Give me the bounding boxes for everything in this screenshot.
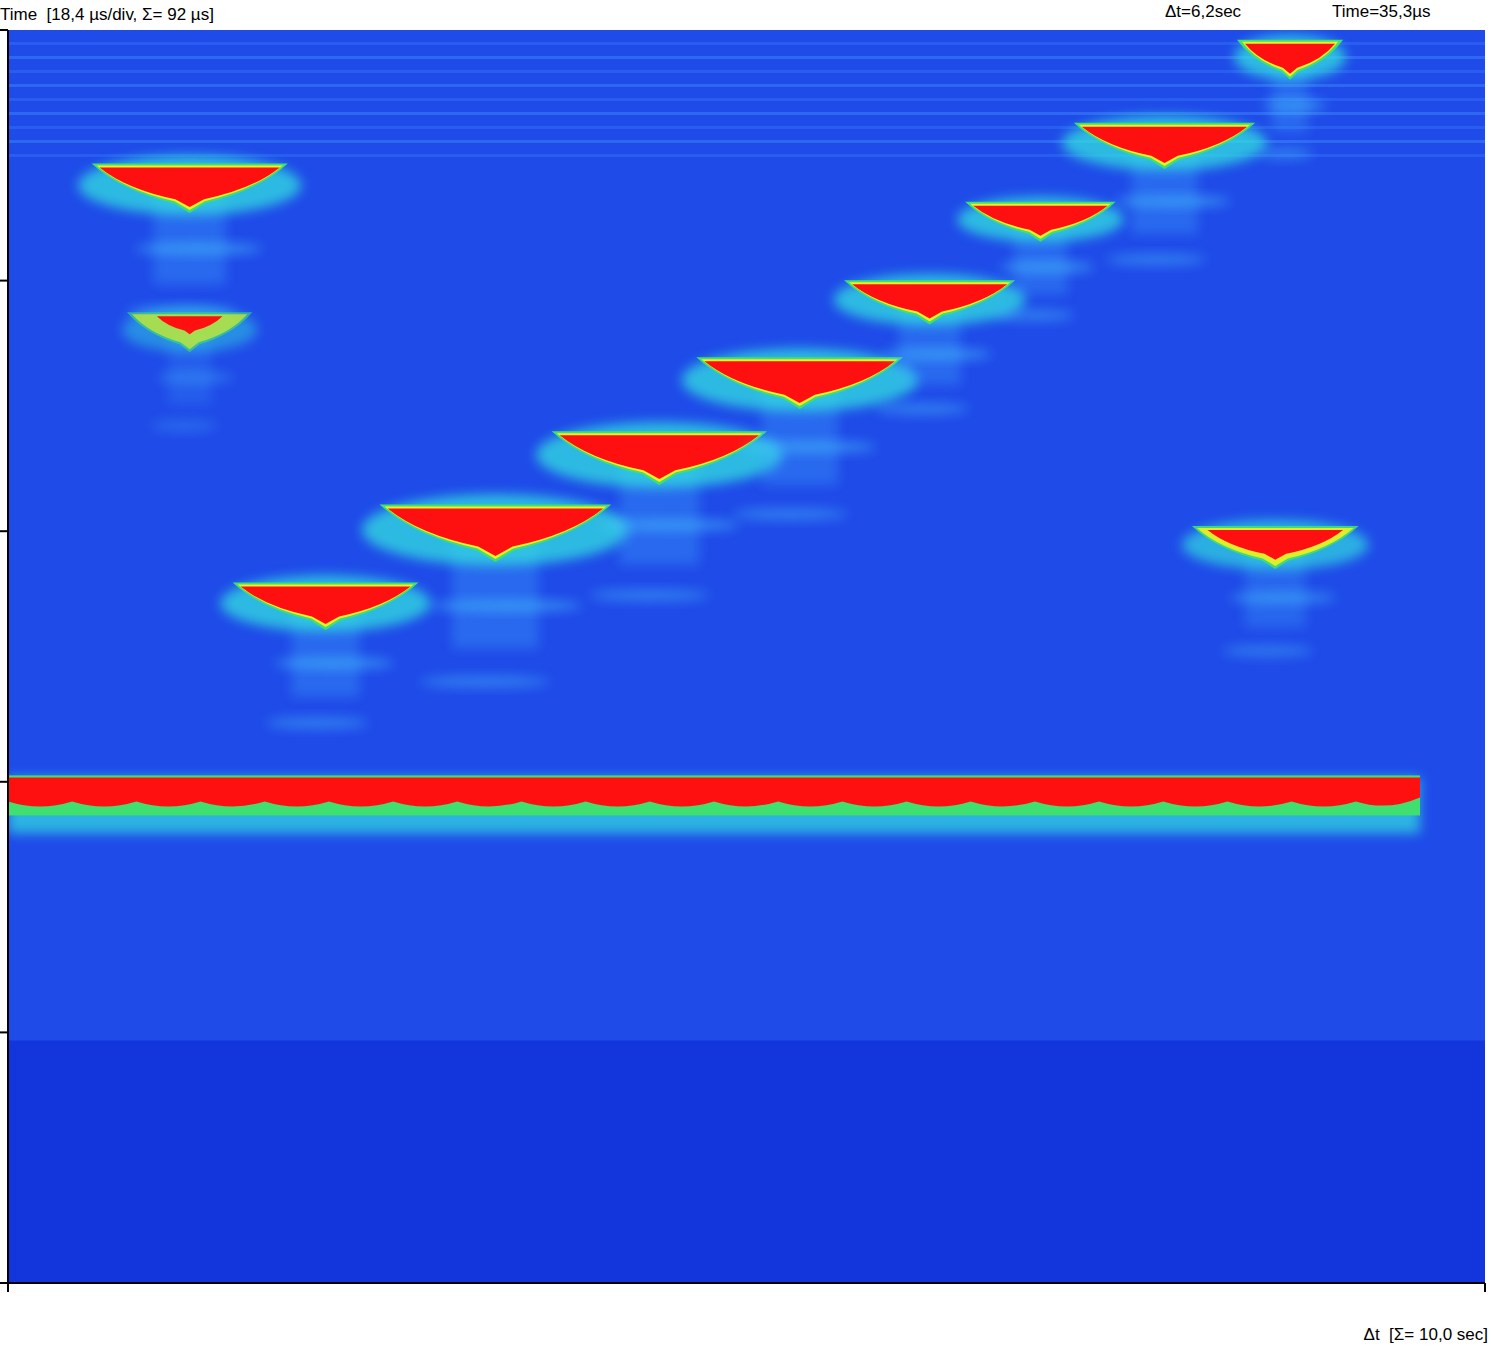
- echo-halo: [78, 156, 301, 215]
- x-label: Δt [Σ= 10,0 sec]: [1364, 1325, 1488, 1344]
- x-tick: [1484, 1283, 1486, 1292]
- y-tick: [0, 1282, 8, 1284]
- echo-shape: [132, 314, 247, 349]
- echo-shape: [1079, 125, 1250, 166]
- echo-halo: [1062, 116, 1267, 171]
- echo-trail: [733, 508, 847, 520]
- echo-shape: [380, 504, 612, 561]
- y-tick: [0, 280, 8, 282]
- echo-halo: [362, 494, 629, 565]
- title: Time [18,4 µs/div, Σ= 92 µs]: [0, 5, 214, 24]
- chart: Time [18,4 µs/div, Σ= 92 µs] Δt=6,2sec Tim…: [0, 0, 1491, 1346]
- echo: [957, 197, 1124, 322]
- echo-shape: [97, 165, 283, 210]
- echo-shape: [844, 280, 1015, 324]
- y-tick: [0, 530, 8, 532]
- echo: [1182, 520, 1369, 657]
- echo-shape: [1082, 127, 1247, 163]
- echo-halo: [1182, 520, 1369, 570]
- echo-trail: [420, 676, 549, 688]
- plot-area: [8, 35, 1485, 1283]
- echo-trail: [1259, 147, 1313, 159]
- range-end-region: [8, 1041, 1485, 1283]
- echo: [1234, 35, 1346, 160]
- echo-shape: [696, 357, 903, 409]
- echo-shape: [238, 585, 414, 627]
- streak: [8, 112, 1485, 115]
- plot-background: [8, 30, 1485, 1283]
- echo-shape: [849, 282, 1010, 321]
- echo-shape: [241, 587, 411, 624]
- echo-shape: [1192, 526, 1359, 569]
- echo-halo: [536, 422, 783, 488]
- echo-shape: [127, 312, 252, 352]
- echo-shape: [233, 583, 419, 630]
- echo-trail: [151, 420, 217, 432]
- echo: [833, 274, 1025, 415]
- echo: [122, 307, 258, 432]
- x-axis: [8, 1282, 1485, 1284]
- echo-shape: [1074, 123, 1255, 169]
- echo-halo: [957, 197, 1124, 242]
- streak: [8, 98, 1485, 101]
- y-tick: [0, 1031, 8, 1033]
- echo-halo: [220, 575, 431, 631]
- echo-shape: [552, 431, 767, 485]
- echo-shape: [704, 361, 895, 403]
- band: [8, 775, 1420, 833]
- echo-shape: [852, 284, 1007, 318]
- echo-shape: [100, 167, 280, 207]
- echo: [78, 156, 301, 319]
- echo-trail: [266, 717, 368, 729]
- band-edge: [8, 775, 1420, 815]
- streak: [8, 126, 1485, 129]
- echo-shape: [1242, 42, 1338, 77]
- echo-shape: [970, 204, 1110, 239]
- echo-trail: [1107, 254, 1206, 266]
- echo-shape: [92, 163, 288, 213]
- echo-trail: [993, 309, 1074, 321]
- echo-shape: [557, 433, 762, 482]
- cursor-time: Time=35,3µs: [1332, 2, 1430, 21]
- echo-shape: [388, 508, 604, 555]
- echo-shape: [1197, 528, 1354, 566]
- echo: [220, 575, 431, 729]
- echo-halo: [682, 349, 918, 412]
- echo-trail: [590, 589, 710, 601]
- echo-shape: [973, 206, 1107, 236]
- echo-shape: [560, 435, 759, 479]
- y-tick: [0, 781, 8, 783]
- echo-shape: [701, 359, 898, 406]
- echo-halo: [122, 307, 258, 352]
- streak: [8, 84, 1485, 87]
- y-axis: [7, 30, 9, 1283]
- echo-shape: [1207, 530, 1343, 560]
- echo-trail: [1223, 645, 1313, 657]
- x-tick: [7, 1283, 9, 1292]
- y-tick: [0, 29, 8, 31]
- cursor-dt: Δt=6,2sec: [1165, 2, 1242, 21]
- echo-shape: [385, 506, 607, 558]
- echo: [362, 494, 629, 687]
- echo: [1062, 116, 1267, 266]
- echo-trail: [875, 403, 968, 415]
- echo-shape: [157, 316, 223, 334]
- echo-halo: [1234, 35, 1346, 80]
- echo: [682, 349, 918, 521]
- echo-shape: [965, 202, 1115, 242]
- echo-shape: [1237, 40, 1343, 80]
- band-core: [8, 777, 1420, 806]
- echo-shape: [1245, 44, 1335, 74]
